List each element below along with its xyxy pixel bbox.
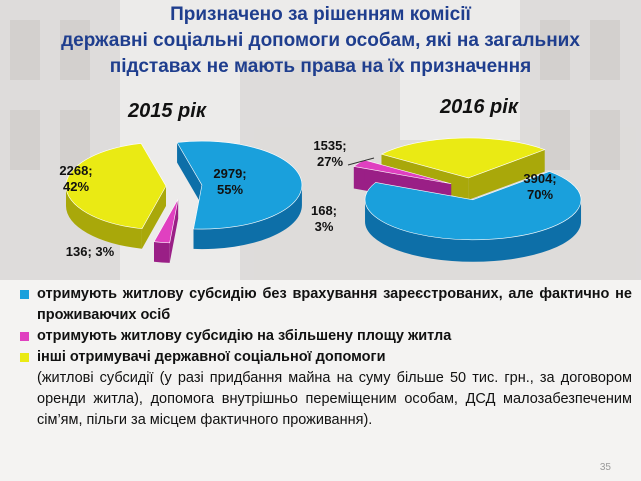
- slice-face: [141, 186, 167, 249]
- slice-wall: [365, 199, 582, 262]
- chart-2016-title: 2016 рік: [440, 96, 518, 118]
- slice-top: [364, 171, 582, 241]
- slice-top: [65, 143, 167, 230]
- slice-face: [468, 149, 545, 200]
- pie-chart-2016: 3904; 70% 168; 3% 1535; 27%: [311, 137, 582, 262]
- slice-wall: [193, 185, 302, 250]
- legend-item-magenta: отримують житлову субсидію на збільшену …: [20, 326, 632, 347]
- data-label: 2268; 42%: [59, 163, 92, 194]
- legend-text: отримують житлову субсидію без врахуванн…: [37, 286, 632, 323]
- legend-item-blue: отримують житлову субсидію без врахуванн…: [20, 284, 632, 326]
- slice-magenta: [153, 198, 179, 263]
- legend-text: отримують житлову субсидію на збільшену …: [37, 328, 452, 344]
- title-line-1: Призначено за рішенням комісії: [170, 4, 471, 25]
- title-line-3: підставах не мають права на їх призначен…: [109, 56, 532, 77]
- legend-note: (житлові субсидії (у разі придбання майн…: [37, 370, 632, 428]
- slice-top: [353, 159, 452, 185]
- data-label: 2979; 55%: [213, 166, 246, 197]
- slice-blue: [364, 171, 582, 262]
- legend-item-yellow: інші отримувачі державної соціальної доп…: [20, 347, 632, 368]
- slide-title: Призначено за рішенням комісії державні …: [0, 2, 641, 80]
- data-label: 168; 3%: [311, 203, 337, 234]
- slice-face: [177, 142, 202, 206]
- pie-chart-2015: 2979; 55% 136; 3% 2268; 42%: [59, 140, 303, 263]
- data-label: 3904; 70%: [523, 171, 556, 202]
- slice-yellow: [65, 143, 167, 249]
- legend-text: інші отримувачі державної соціальної доп…: [37, 349, 386, 365]
- data-label: 1535; 27%: [313, 138, 346, 169]
- legend: отримують житлову субсидію без врахуванн…: [20, 284, 632, 431]
- title-line-2: державні соціальні допомоги особам, які …: [61, 30, 580, 51]
- legend-swatch-blue: [20, 290, 29, 299]
- slice-top: [153, 198, 179, 244]
- chart-2015-title: 2015 рік: [128, 100, 206, 122]
- legend-swatch-yellow: [20, 353, 29, 362]
- data-label: 136; 3%: [66, 244, 115, 259]
- leader-line: [347, 157, 375, 166]
- page-number: 35: [599, 462, 611, 473]
- slice-blue: [176, 140, 303, 250]
- slice-wall: [66, 186, 142, 249]
- slice-top: [176, 140, 303, 230]
- slice-top: [380, 137, 546, 179]
- legend-swatch-magenta: [20, 332, 29, 341]
